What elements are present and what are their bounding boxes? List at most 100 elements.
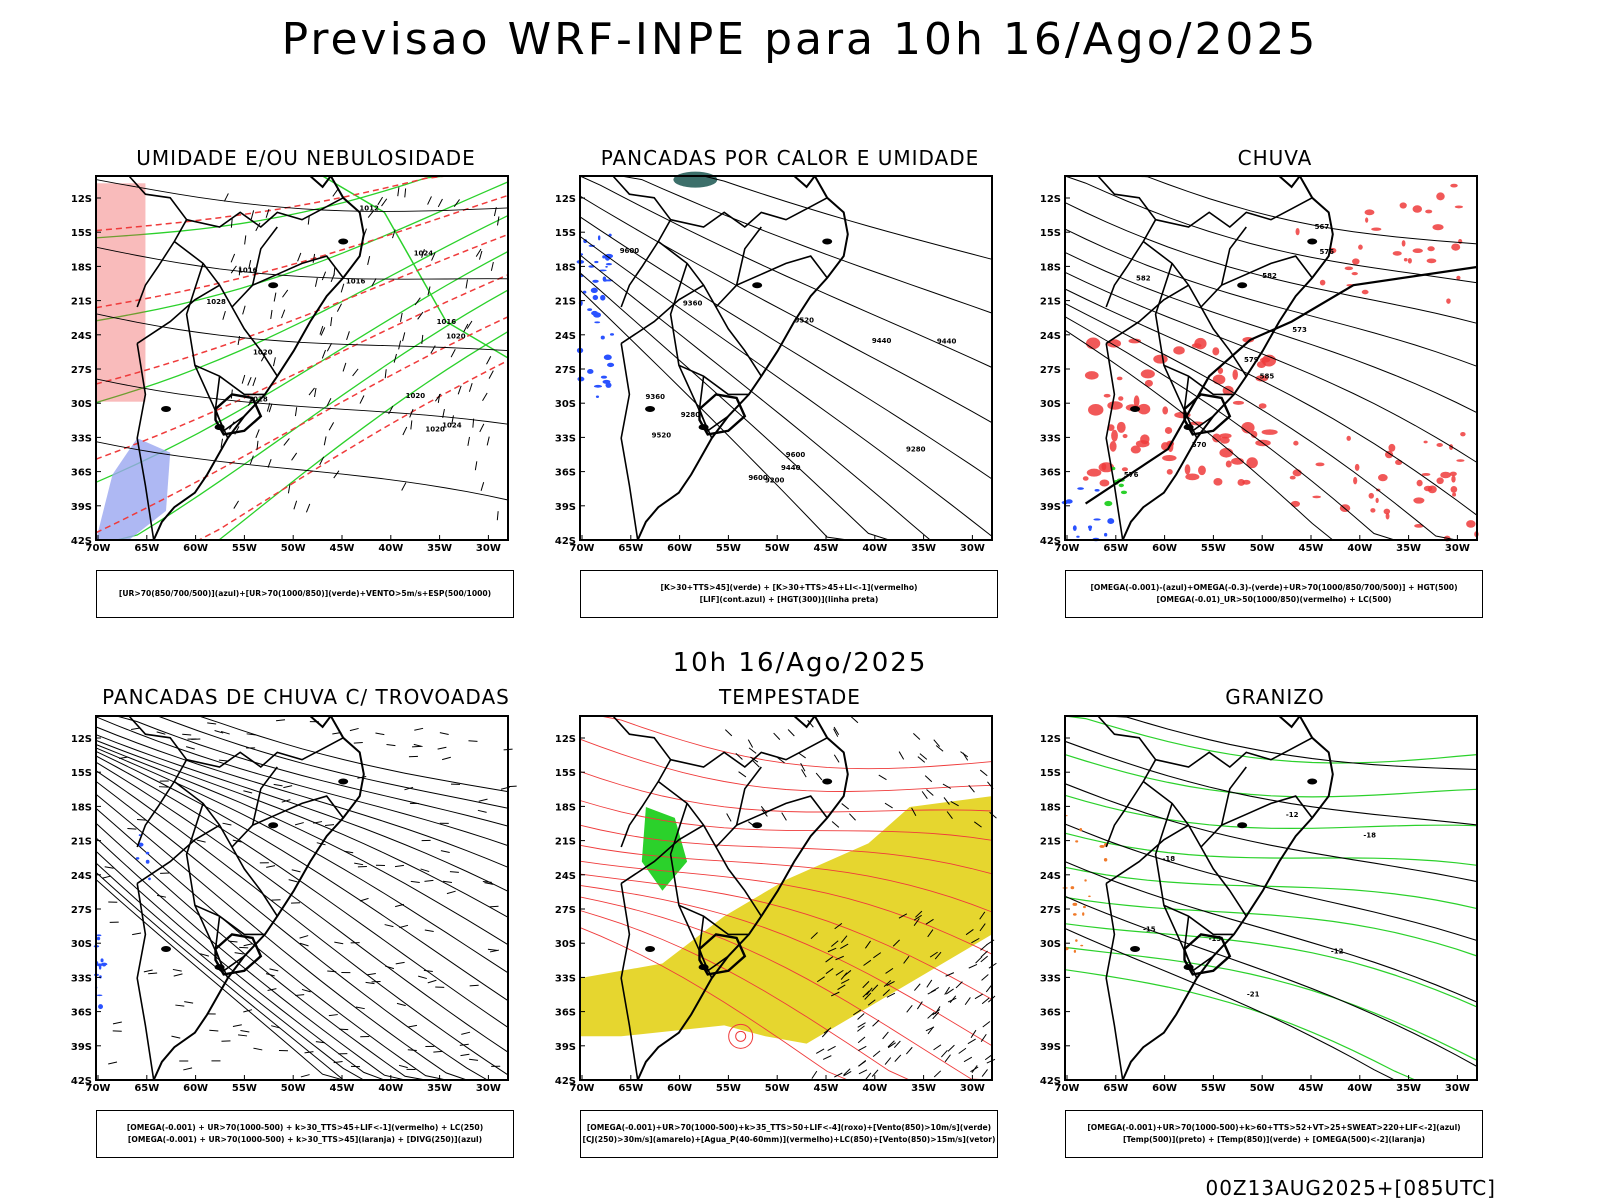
wind-vector xyxy=(490,261,494,271)
red-rain-area xyxy=(1133,395,1140,408)
streamline-arrow xyxy=(200,953,210,957)
hgt300-contour xyxy=(579,175,993,368)
country-border xyxy=(1220,766,1247,826)
wind850-vector xyxy=(849,813,856,821)
wind850-vector xyxy=(887,1042,896,1049)
red-rain-area xyxy=(1082,476,1089,481)
wind850-vector xyxy=(980,1033,987,1042)
wind-vector xyxy=(427,286,431,296)
lif-blue-area xyxy=(597,235,601,241)
wind-vector xyxy=(493,207,497,217)
wind850-vector xyxy=(857,1013,865,1020)
lat-label: 33S xyxy=(71,433,92,444)
lat-label: 12S xyxy=(1040,734,1061,745)
streamline-arrow xyxy=(283,785,293,789)
country-border xyxy=(1163,904,1234,936)
blue-omega-area xyxy=(1076,535,1080,538)
streamline-arrow xyxy=(439,732,449,735)
divergence-blue-area xyxy=(148,877,151,881)
pressure-contour xyxy=(95,179,509,212)
red-rain-area xyxy=(1111,429,1118,442)
wind-vector xyxy=(312,253,316,263)
omega500-orange-area xyxy=(1083,905,1086,909)
streamline-250 xyxy=(95,761,509,1053)
red-rain-area xyxy=(1212,347,1220,356)
wind850-vector xyxy=(914,983,921,991)
lat-label: 12S xyxy=(1040,194,1061,205)
caption-granizo: [OMEGA(-0.001)+UR>70(1000-500)+k>60+TTS>… xyxy=(1065,1110,1483,1158)
streamline-arrow xyxy=(209,1029,219,1032)
streamline-arrow xyxy=(232,1024,242,1027)
wind850-vector xyxy=(853,1009,862,1016)
lat-label: 39S xyxy=(555,1042,576,1053)
divergence-blue-area xyxy=(96,936,101,941)
wind850-vector xyxy=(906,1004,913,1013)
streamline-arrow xyxy=(407,1049,417,1052)
red-rain-area xyxy=(1392,251,1402,256)
red-rain-area xyxy=(1378,474,1388,482)
wind850-vector xyxy=(830,940,839,947)
divergence-blue-area xyxy=(145,851,150,855)
lon-label: 35W xyxy=(427,543,452,554)
wind-vector xyxy=(307,215,310,225)
lat-label: 36S xyxy=(1040,1008,1061,1019)
country-border xyxy=(620,883,639,1081)
red-rain-area xyxy=(1099,479,1110,487)
wind-vector xyxy=(421,334,424,344)
map-background xyxy=(580,176,992,540)
omega500-orange-area xyxy=(1088,895,1091,898)
green-humidity-contour xyxy=(95,181,509,322)
streamline-arrow xyxy=(427,979,437,984)
red-rain-area xyxy=(1364,209,1375,216)
wind850-vector xyxy=(913,914,922,921)
omega500-orange-area xyxy=(1070,886,1075,890)
green-omega-area xyxy=(1118,483,1124,488)
red-rain-area xyxy=(1289,475,1296,480)
contour-label: -18 xyxy=(1163,855,1176,863)
wind850-vector xyxy=(932,1011,940,1020)
red-rain-area xyxy=(1212,374,1226,385)
wind-vector xyxy=(486,436,490,446)
lake-icon xyxy=(1237,822,1248,829)
wind850-vector xyxy=(926,979,933,988)
lat-label: 36S xyxy=(71,468,92,479)
streamline-arrow xyxy=(131,727,141,730)
lat-label: 21S xyxy=(71,297,92,308)
red-rain-area xyxy=(1213,477,1223,486)
streamline-arrow xyxy=(460,1053,470,1057)
lon-label: 55W xyxy=(1201,1083,1226,1094)
wind-vector xyxy=(293,500,298,510)
lat-label: 39S xyxy=(71,1042,92,1053)
streamline-arrow xyxy=(228,940,238,943)
streamline-250 xyxy=(95,750,509,1002)
streamline-arrow xyxy=(441,756,451,761)
streamline-arrow xyxy=(246,733,256,736)
streamline-arrow xyxy=(238,1034,248,1037)
wind850-vector xyxy=(942,783,951,789)
green-humidity-contour xyxy=(95,215,509,404)
wind850-vector xyxy=(973,821,982,828)
wind-vector xyxy=(474,461,478,471)
temp500-contour xyxy=(1064,823,1478,942)
lon-label: 35W xyxy=(1396,543,1421,554)
streamline-arrow xyxy=(288,879,298,883)
red-rain-area xyxy=(1225,460,1232,468)
wind850-vector xyxy=(724,729,733,737)
lif-blue-area xyxy=(605,265,608,268)
lat-label: 15S xyxy=(1040,228,1061,239)
caption-line: [LIF](cont.azul) + [HGT(300)](linha pret… xyxy=(699,595,879,604)
wind850-vector xyxy=(867,999,876,1006)
lat-label: 15S xyxy=(555,768,576,779)
country-border xyxy=(1155,737,1313,769)
wind-vector xyxy=(437,198,443,208)
country-border xyxy=(128,175,188,308)
contour-label: 1016 xyxy=(346,277,366,285)
streamline-arrow xyxy=(413,743,423,748)
contour-label: 9440 xyxy=(872,337,892,345)
wind-vector xyxy=(381,198,388,207)
streamline-arrow xyxy=(333,1061,343,1064)
wind850-vector xyxy=(924,775,933,783)
mid-forecast-time: 10h 16/Ago/2025 xyxy=(672,648,928,678)
wind-vector xyxy=(330,273,335,283)
lat-label: 18S xyxy=(71,262,92,273)
